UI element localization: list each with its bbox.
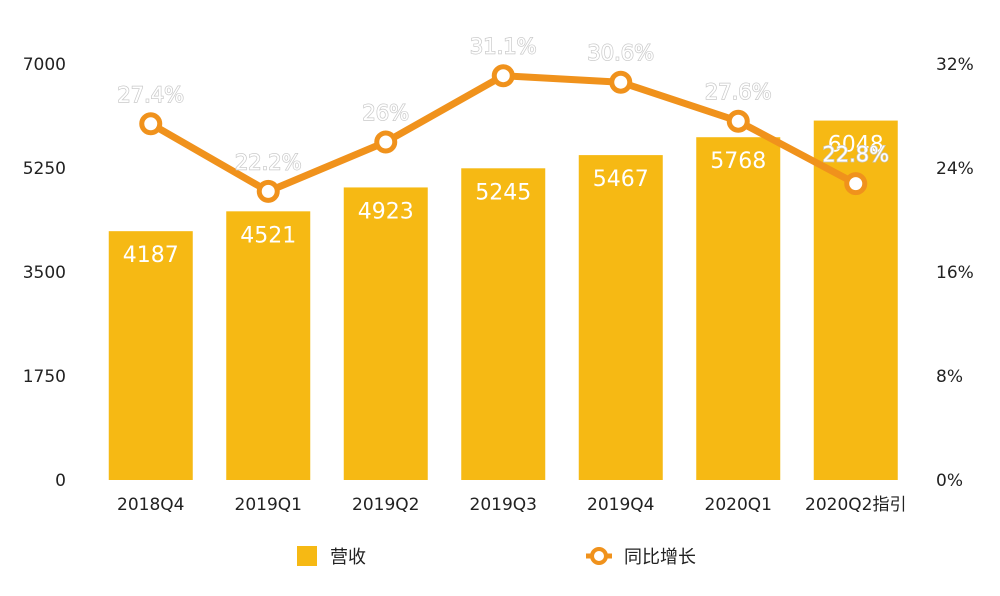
left-tick-label: 1750 xyxy=(23,367,66,387)
bar xyxy=(108,231,193,480)
right-tick-label: 16% xyxy=(936,263,974,283)
left-axis: 0 1750 3500 5250 7000 xyxy=(23,55,66,491)
growth-marker xyxy=(139,112,163,136)
right-tick-label: 24% xyxy=(936,159,974,179)
growth-value-label: 30.6% xyxy=(587,41,654,65)
x-tick-label: 2018Q4 xyxy=(117,495,184,515)
growth-value-label: 27.6% xyxy=(705,80,772,104)
growth-value-label: 22.8% xyxy=(822,143,889,167)
x-tick-label: 2019Q1 xyxy=(235,495,302,515)
x-tick-label: 2020Q1 xyxy=(705,495,772,515)
bar xyxy=(226,211,311,480)
bar-value-label: 5245 xyxy=(475,180,531,205)
growth-value-label: 31.1% xyxy=(470,35,537,59)
x-tick-label: 2019Q4 xyxy=(587,495,654,515)
right-axis: 0% 8% 16% 24% 32% xyxy=(936,55,974,491)
legend-swatch-bar xyxy=(297,546,317,566)
x-tick-label: 2019Q2 xyxy=(352,495,419,515)
growth-value-label: 22.2% xyxy=(235,150,302,174)
legend: 营收 同比增长 xyxy=(297,546,696,568)
growth-marker xyxy=(256,179,280,203)
right-tick-label: 8% xyxy=(936,367,963,387)
bar-value-label: 4521 xyxy=(240,223,296,248)
growth-marker xyxy=(609,70,633,94)
bar-value-label: 5768 xyxy=(710,149,766,174)
bar-value-label: 4187 xyxy=(123,243,179,268)
bar xyxy=(461,168,546,480)
growth-marker xyxy=(726,109,750,133)
growth-value-label: 27.4% xyxy=(117,83,184,107)
bar xyxy=(578,155,663,480)
bar-series: 4187 4521 4923 5245 5467 5768 6048 xyxy=(108,120,898,481)
right-tick-label: 0% xyxy=(936,471,963,491)
left-tick-label: 3500 xyxy=(23,263,66,283)
line-series: 27.4% 22.2% 26% 31.1% 30.6% 27.6% 22.8% xyxy=(117,34,890,203)
left-tick-label: 7000 xyxy=(23,55,66,75)
bar xyxy=(696,137,781,480)
bar xyxy=(343,187,428,480)
left-tick-label: 5250 xyxy=(23,159,66,179)
legend-marker-line xyxy=(590,547,608,565)
right-tick-label: 32% xyxy=(936,55,974,75)
growth-value-label: 26% xyxy=(362,101,409,125)
bar-value-label: 4923 xyxy=(358,199,414,224)
x-tick-label: 2019Q3 xyxy=(470,495,537,515)
legend-label-bar: 营收 xyxy=(330,547,366,568)
left-tick-label: 0 xyxy=(55,471,66,491)
legend-label-line: 同比增长 xyxy=(624,547,696,568)
growth-marker xyxy=(374,130,398,154)
x-axis: 2018Q4 2019Q1 2019Q2 2019Q3 2019Q4 2020Q1 2020… xyxy=(117,495,906,515)
growth-marker xyxy=(491,64,515,88)
x-tick-label: 2020Q2指引 xyxy=(805,495,906,515)
bar-value-label: 5467 xyxy=(593,167,649,192)
growth-marker xyxy=(844,172,868,196)
bar-value-label: 6048 xyxy=(828,133,884,158)
